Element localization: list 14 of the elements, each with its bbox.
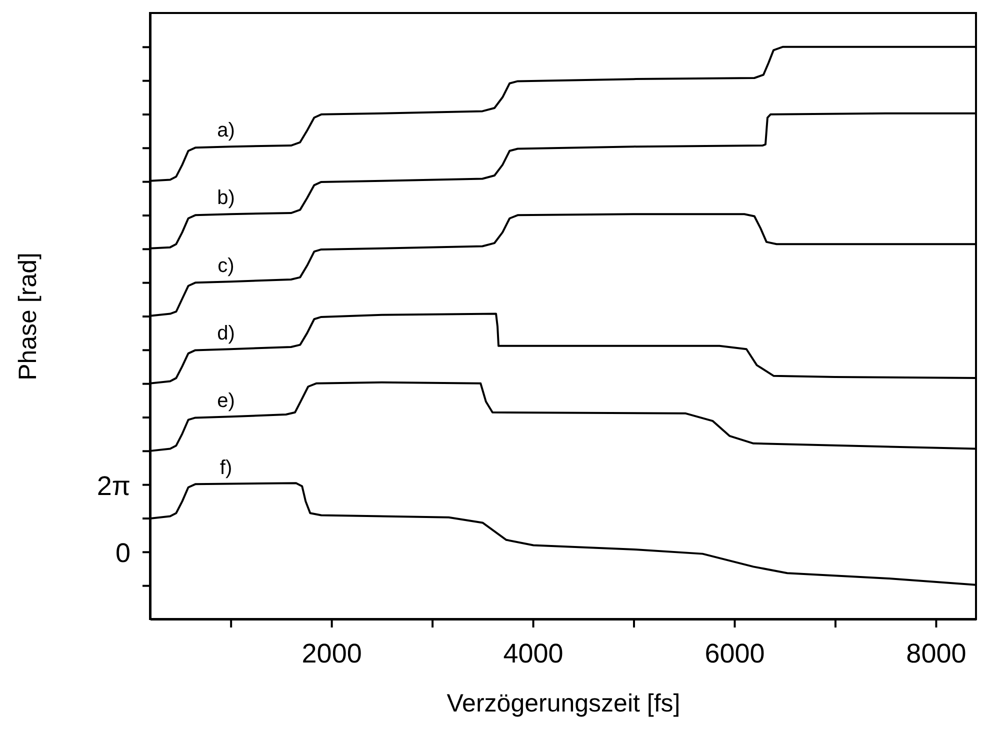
series-label: d) (217, 322, 235, 344)
series-label: c) (218, 254, 234, 277)
series-label: e) (217, 390, 235, 412)
y-tick-label: 2π (96, 470, 130, 501)
x-tick-label: 4000 (503, 638, 564, 668)
x-tick-label: 2000 (302, 638, 362, 668)
x-tick-label: 8000 (906, 638, 966, 668)
x-tick-label: 6000 (704, 638, 765, 668)
x-axis-title: Verzögerungszeit [fs] (446, 690, 680, 718)
series-label: a) (217, 120, 235, 142)
y-axis-title: Phase [rad] (14, 252, 42, 380)
series-label: b) (217, 187, 235, 210)
y-tick-label: 0 (115, 538, 130, 568)
series-label: f) (220, 456, 232, 479)
